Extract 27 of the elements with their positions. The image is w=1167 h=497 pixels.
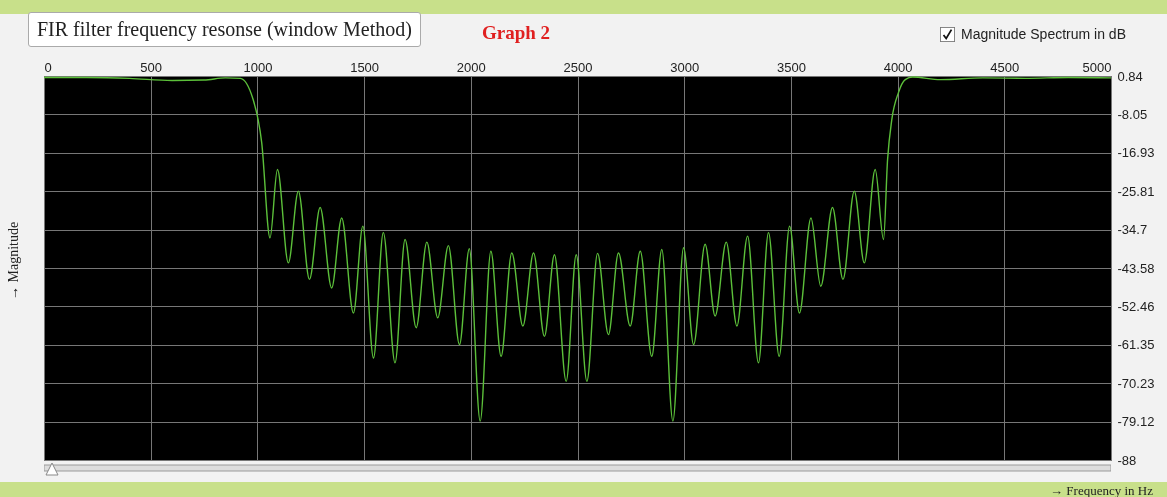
y-tick-label: 0.84 bbox=[1117, 68, 1143, 84]
y-tick-label: -61.35 bbox=[1117, 337, 1155, 353]
x-tick-label: 4000 bbox=[883, 59, 913, 75]
x-tick-label: 1500 bbox=[350, 59, 380, 75]
text: Magnitude Spectrum in dB bbox=[961, 26, 1126, 42]
x-tick-label: 4500 bbox=[990, 59, 1020, 75]
x-tick-label: 3000 bbox=[670, 59, 700, 75]
x-tick-label: 500 bbox=[140, 59, 163, 75]
chart-subtitle: Graph 2 bbox=[482, 22, 551, 44]
y-tick-label: -25.81 bbox=[1117, 183, 1155, 199]
x-tick-label: 2000 bbox=[456, 59, 486, 75]
x-tick-label: 1000 bbox=[243, 59, 273, 75]
y-tick-label: -16.93 bbox=[1117, 145, 1155, 161]
chart-title: FIR filter frequency resonse (window Method) bbox=[28, 12, 421, 47]
y-tick-label: -8.05 bbox=[1117, 106, 1148, 122]
x-axis-title: → Frequency in Hz bbox=[1050, 483, 1153, 497]
x-tick-label: 2500 bbox=[563, 59, 593, 75]
y-tick-label: -79.12 bbox=[1117, 414, 1155, 430]
y-tick-label: -34.7 bbox=[1117, 222, 1148, 238]
x-tick-label: 3500 bbox=[776, 59, 806, 75]
y-axis-title: → Magnitude bbox=[6, 221, 22, 300]
x-tick-label: 0 bbox=[44, 59, 52, 75]
y-tick-label: -70.23 bbox=[1117, 375, 1155, 391]
y-tick-label: -43.58 bbox=[1117, 260, 1155, 276]
y-tick-label: -88 bbox=[1117, 452, 1137, 468]
y-tick-label: -52.46 bbox=[1117, 298, 1155, 314]
x-tick-label: 5000 bbox=[1082, 59, 1112, 75]
